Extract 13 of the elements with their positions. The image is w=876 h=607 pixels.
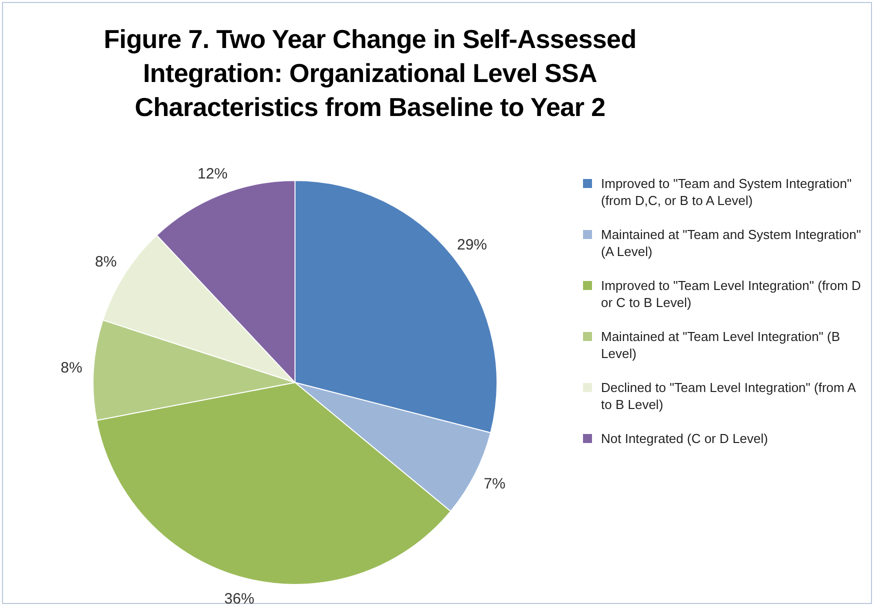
legend-label: Declined to "Team Level Integration" (from A to B Level) (601, 379, 857, 413)
legend-label: Maintained at "Team Level Integration" (B Level) (601, 328, 842, 362)
legend-label: Maintained at "Team and System Integration" (A Level) (601, 226, 862, 260)
legend-label: Improved to "Team Level Integration" (from D or C to B Level) (601, 277, 862, 311)
legend-label: Improved to "Team and System Integration" (from D,C, or B to A Level) (601, 175, 853, 209)
data-label: 29% (456, 236, 488, 254)
data-label: 8% (60, 360, 82, 377)
data-label: 7% (484, 475, 506, 492)
legend-label: Not Integrated (C or D Level) (601, 430, 768, 447)
data-label: 36% (224, 590, 254, 607)
data-label: 8% (95, 254, 117, 271)
data-label: 12% (198, 165, 228, 182)
chart-title: Figure 7. Two Year Change in Self-Assessed Integration: Organizational Level SSA Characteristics from Baseline to Year 2 (102, 23, 638, 124)
